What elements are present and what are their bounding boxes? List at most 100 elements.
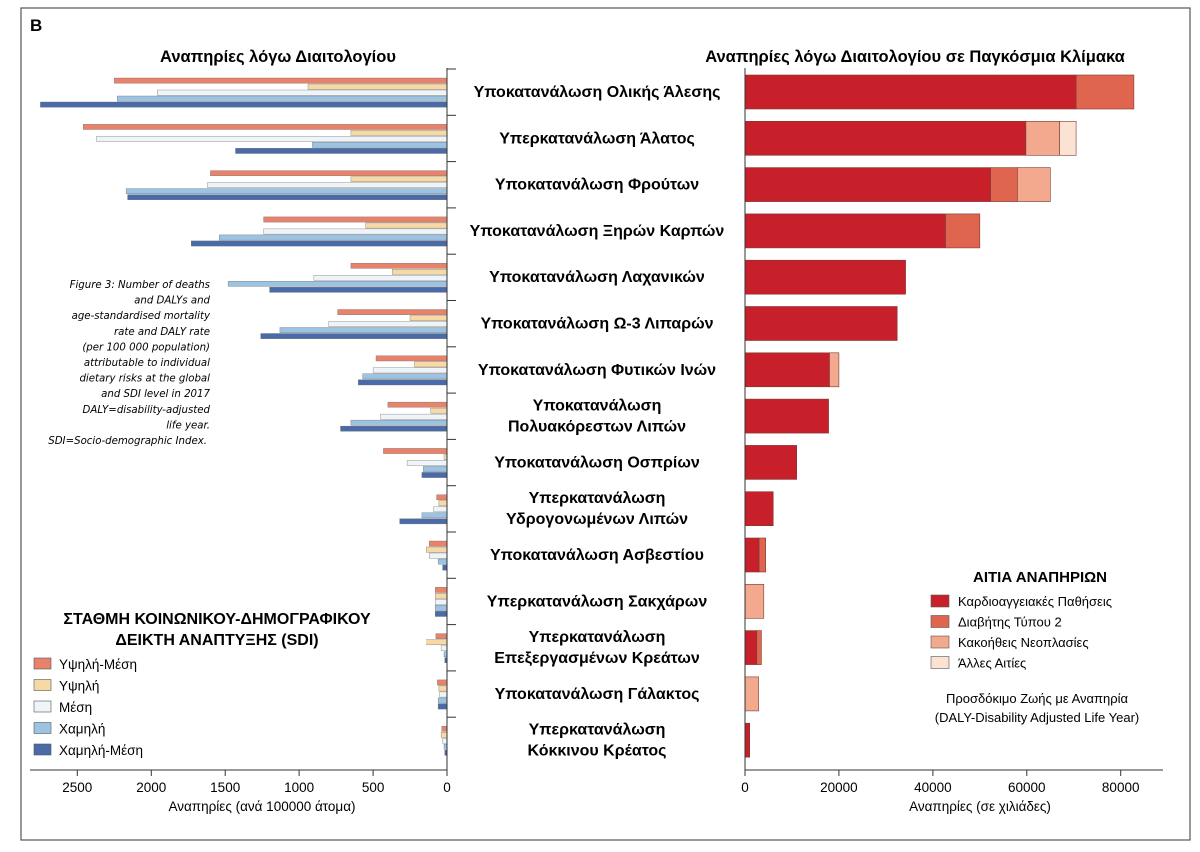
left-bar-row6-series2	[372, 367, 448, 374]
right-bar-row0-segment0	[744, 74, 1077, 110]
right-bar-row10-segment1	[758, 537, 766, 573]
category-label-13: Υποκατανάλωση Γάλακτος	[495, 686, 700, 703]
left-bar-row6-series1	[414, 361, 448, 368]
left-bar-row0-series2	[157, 89, 448, 96]
right-bar-row2-segment2	[1017, 167, 1051, 202]
category-label-9-line1: Υδρογονωμένων Λιπών	[506, 511, 688, 528]
left-bar-row10-series4	[442, 564, 448, 571]
category-label-14-line0: Υπερκατανάλωση	[529, 722, 666, 739]
left-bar-row7-series0	[387, 401, 448, 408]
sdi-legend-items: Υψηλή-Μέση Υψηλή Μέση Χαμηλή Χαμηλή-Μέση	[33, 657, 143, 758]
left-bar-row8-series2	[406, 460, 448, 466]
sdi-legend-swatch-2	[33, 700, 52, 713]
left-bar-row1-series0	[83, 124, 448, 130]
sdi-legend-label-1: Υψηλή	[59, 679, 99, 694]
category-label-1: Υπερκατανάλωση Άλατος	[499, 130, 695, 147]
left-bar-row9-series0	[436, 494, 448, 501]
left-bar-row5-series2	[328, 321, 448, 327]
category-label-7-line1: Πολυακόρεστων Λιπών	[508, 419, 686, 436]
left-bar-row4-series3	[227, 281, 448, 287]
left-tick-label-3: 1000	[284, 780, 314, 795]
left-bar-row5-series4	[260, 333, 448, 339]
right-bar-row1-segment2	[1025, 121, 1061, 156]
cause-legend-swatch-2	[930, 635, 950, 649]
left-bar-row2-series0	[210, 170, 448, 176]
right-bar-row6-segment2	[829, 352, 840, 388]
daly-footnote-line-2: (DALY-Disability Adjusted Life Year)	[935, 710, 1140, 725]
left-bar-row7-series2	[380, 413, 448, 420]
category-label-12-line0: Υπερκατανάλωση	[529, 629, 666, 646]
left-bar-row5-series3	[279, 327, 448, 333]
right-tick-label-0: 0	[741, 780, 749, 795]
right-bar-row10-segment0	[744, 537, 760, 573]
left-bar-row7-series3	[350, 419, 448, 426]
right-chart-title: Αναπηρίες λόγω Διαιτολογίου σε Παγκόσμια…	[705, 48, 1125, 66]
left-tick-label-1: 2000	[136, 780, 166, 795]
left-bar-row11-series3	[435, 605, 448, 611]
left-bar-row8-series0	[383, 448, 448, 454]
left-bar-row4-series1	[392, 269, 448, 275]
right-bar-row8-segment0	[744, 445, 798, 480]
left-bars	[40, 77, 448, 756]
left-bar-row9-series1	[438, 500, 448, 507]
category-label-14-line1: Κόκκινου Κρέατος	[528, 743, 667, 760]
category-label-0: Υποκατανάλωση Ολικής Άλεσης	[474, 84, 721, 101]
left-bar-row12-series2	[440, 645, 448, 651]
left-tick-label-0: 2500	[62, 780, 92, 795]
left-bar-row14-series0	[441, 726, 448, 732]
left-bar-row4-series0	[350, 263, 448, 269]
left-bar-row3-series4	[191, 240, 448, 247]
caption-text: Figure 3: Number of deaths and DALYs and a…	[48, 280, 211, 447]
figure-caption: Figure 3: Number of deaths and DALYs and a…	[44, 272, 214, 458]
category-label-3: Υποκατανάλωση Ξηρών Καρπών	[470, 223, 725, 240]
category-label-10: Υποκατανάλωση Ασβεστίου	[490, 547, 704, 564]
left-bar-row11-series4	[435, 611, 448, 617]
left-bar-row0-series3	[117, 95, 448, 102]
left-bar-row7-series1	[430, 407, 448, 414]
right-bar-row1-segment0	[744, 121, 1027, 156]
right-bar-row6-segment0	[744, 352, 830, 388]
sdi-legend-swatch-3	[33, 722, 52, 734]
right-bar-row9-segment0	[744, 491, 774, 527]
right-bar-row5-segment0	[744, 306, 898, 341]
left-bar-row2-series1	[350, 176, 448, 182]
left-bar-row3-series3	[219, 234, 448, 241]
left-bar-row11-series0	[435, 587, 448, 593]
left-bar-row12-series0	[435, 633, 448, 639]
left-tick-label-2: 1500	[210, 780, 240, 795]
left-bar-row1-series4	[235, 148, 448, 154]
left-bar-row4-series2	[313, 275, 448, 281]
right-bar-row2-segment0	[744, 167, 991, 202]
left-bar-row13-series4	[437, 703, 448, 710]
left-bar-row9-series3	[421, 512, 448, 519]
left-bar-row11-series1	[435, 593, 448, 599]
left-x-ticks: 2500 2000 1500 1000 500 0	[62, 770, 451, 795]
left-tick-label-4: 500	[362, 780, 385, 795]
left-bar-row1-series2	[96, 136, 448, 142]
left-bar-row13-series0	[437, 679, 448, 686]
right-bar-row7-segment0	[744, 398, 829, 434]
cause-legend-title: ΑΙΤΙΑ ΑΝΑΠΗΡΙΩΝ	[973, 569, 1107, 586]
left-bar-row0-series4	[40, 101, 448, 108]
right-bar-row12-segment0	[744, 630, 757, 665]
left-bar-row9-series4	[399, 518, 448, 525]
daly-footnote-line-1: Προσδόκιμο Ζωής με Αναπηρία	[946, 691, 1129, 706]
left-chart-title: Αναπηρίες λόγω Διαιτολογίου	[160, 48, 396, 66]
cause-legend-label-2: Κακοήθεις Νεοπλασίες	[958, 635, 1089, 650]
cause-legend-label-1: Διαβήτης Τύπου 2	[958, 615, 1062, 630]
cause-legend-swatch-3	[930, 656, 950, 669]
right-tick-label-4: 80000	[1102, 780, 1140, 795]
left-bar-row13-series3	[437, 697, 448, 704]
left-bar-row1-series1	[350, 130, 448, 136]
left-bar-row5-series0	[337, 309, 448, 315]
sdi-legend: ΣΤΑΘΜΗ ΚΟΙΝΩΝΙΚΟΥ-ΔΗΜΟΓΡΑΦΙΚΟΥ ΔΕΙΚΤΗ ΑΝ…	[26, 604, 426, 769]
right-tick-label-1: 20000	[820, 780, 858, 795]
left-bar-row10-series0	[429, 540, 448, 547]
right-bar-row13-segment2	[744, 676, 759, 712]
left-bar-row10-series2	[429, 552, 448, 559]
left-bar-row8-series3	[423, 466, 448, 472]
sdi-legend-background	[26, 604, 426, 769]
category-label-2: Υποκατανάλωση Φρούτων	[495, 177, 699, 194]
left-bar-row7-series4	[340, 425, 448, 432]
